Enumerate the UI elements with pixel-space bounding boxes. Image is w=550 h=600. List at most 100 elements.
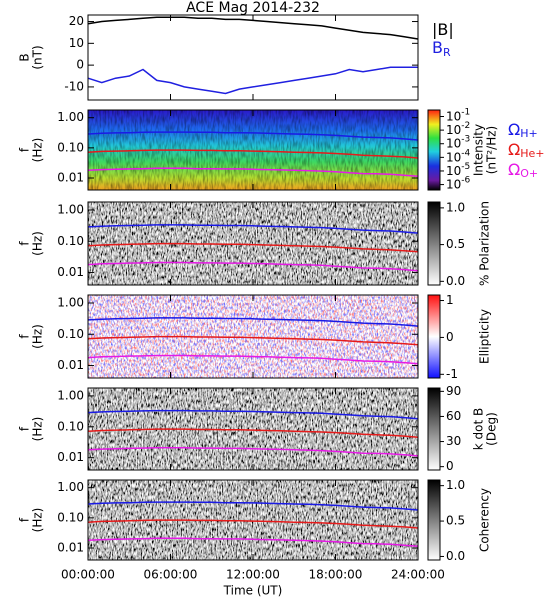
y-tick-label: 20 [69,14,84,28]
legend-name: Ω [508,140,520,159]
colorbar-tick-base: 10 [446,109,461,123]
x-tick-label: 06:00:00 [144,568,198,582]
gyrofrequency-line [87,428,419,438]
gyrofrequency-line [87,501,419,511]
colorbar-tick-base: 10 [446,163,461,177]
y-axis-label: (Hz) [31,417,45,442]
colorbar [427,479,441,561]
colorbar-tick-label: 0.0 [446,274,465,288]
gyrofrequency-line [87,409,419,420]
colorbar-tick-base: 10 [446,123,461,137]
legend-name: Ω [508,120,520,139]
y-tick-label: -10 [64,79,84,93]
gyrofrequency-line [87,354,419,365]
y-tick-label: 0.10 [57,510,84,524]
colorbar-tick-base: 10 [446,177,461,191]
colorbar [427,109,441,191]
y-tick-label: 1.00 [57,110,84,124]
y-axis-label: (Hz) [31,324,45,349]
y-tick-label: 0.10 [57,140,84,154]
colorbar-label: (Deg) [485,412,499,446]
y-tick-label: 0.10 [57,234,84,248]
legend-label: ΩH+ [508,120,538,141]
colorbar-tick-label: 10-4 [446,148,471,164]
colorbar-tick-label: 60 [446,409,461,423]
colorbar-label: Intensity [472,124,486,176]
y-tick-label: 0.10 [57,327,84,341]
colorbar-tick-label: 10-2 [446,121,470,137]
y-axis-label: (nT) [31,45,45,69]
y-tick-label: 1.00 [57,388,84,402]
y-tick-label: 1.00 [57,480,84,494]
y-tick-label: 0.01 [57,541,84,555]
gyrofrequency-line [87,261,419,272]
x-tick-label: 18:00:00 [309,568,363,582]
y-axis-label: (Hz) [31,138,45,163]
colorbar-tick-base: 10 [446,150,461,164]
colorbar-tick-label: 10-6 [446,175,471,191]
y-axis-label: f [18,241,32,246]
y-tick-label: 0 [76,58,84,72]
legend-name: Ω [508,160,520,179]
colorbar-tick-exp: -6 [461,175,470,185]
colorbar-tick-label: 1 [446,293,454,307]
y-axis-label: f [18,517,32,522]
y-axis-label: f [18,147,32,152]
y-axis-label: B [18,53,32,61]
legend-sub: He+ [520,147,544,160]
plot-area [88,15,418,100]
colorbar-label: k dot B [472,408,486,450]
colorbar [427,294,441,379]
gyrofrequency-line [87,149,419,159]
y-tick-label: 1.00 [57,202,84,216]
y-axis-label: (Hz) [31,231,45,256]
y-axis-label: (Hz) [31,508,45,533]
y-tick-label: 0.01 [57,450,84,464]
gyrofrequency-line [87,224,419,234]
x-tick-label: 00:00:00 [61,568,115,582]
colorbar-label: Ellipticity [478,309,492,364]
chart-title: ACE Mag 2014-232 [186,0,320,16]
gyrofrequency-line [87,519,419,529]
legend-name: |B| [432,20,454,39]
colorbar-tick-label: -1 [446,367,458,381]
colorbar-tick-label: 90 [446,384,461,398]
colorbar-tick-label: 0.5 [446,514,465,528]
gyrofrequency-line [87,242,419,253]
legend-sub: R [443,46,451,59]
gyrofrequency-line [87,131,419,141]
legend-label: ΩO+ [508,160,538,181]
colorbar-tick-label: 0 [446,459,454,473]
colorbar-tick-exp: -2 [461,121,470,131]
colorbar-tick-label: 1.0 [446,478,465,492]
colorbar [427,201,441,286]
colorbar-tick-exp: -3 [461,134,470,144]
gyrofrequency-line [87,167,419,178]
y-tick-label: 0.01 [57,265,84,279]
colorbar-label: Coherency [478,488,492,552]
legend-sub: O+ [520,167,538,180]
colorbar-tick-exp: -5 [461,161,470,171]
colorbar-tick-label: 0 [446,330,454,344]
colorbar-tick-label: 10-5 [446,161,470,177]
legend-label: ΩHe+ [508,140,545,161]
data-line [87,66,418,95]
colorbar-tick-label: 10-1 [446,107,470,123]
colorbar-tick-label: 0.0 [446,549,465,563]
legend-label: |B| [432,20,454,39]
y-tick-label: 1.00 [57,295,84,309]
gyrofrequency-line [87,537,419,548]
gyrofrequency-line [87,317,419,327]
gyrofrequency-line [87,335,419,346]
x-tick-label: 24:00:00 [391,568,445,582]
colorbar-label: % Polarization [478,201,492,286]
y-axis-label: f [18,426,32,431]
y-tick-label: 10 [69,36,84,50]
y-tick-label: 0.01 [57,358,84,372]
y-tick-label: 0.10 [57,419,84,433]
colorbar-tick-label: 1.0 [446,200,465,214]
colorbar-tick-label: 30 [446,434,461,448]
legend-label: BR [432,38,451,60]
y-tick-label: 0.01 [57,171,84,185]
